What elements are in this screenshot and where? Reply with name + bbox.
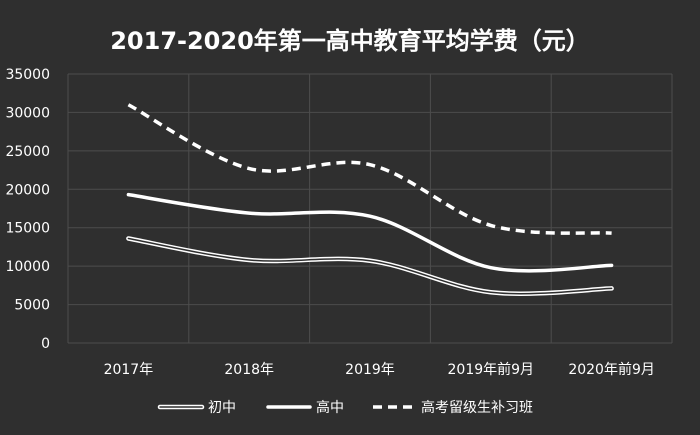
series-1-point-2 — [368, 214, 372, 218]
series-2-point-0 — [126, 103, 130, 107]
x-tick-label: 2020年前9月 — [568, 361, 655, 378]
legend: 初中 高中 高考留级生补习班 — [157, 399, 533, 416]
x-tick-label: 2018年 — [224, 362, 274, 378]
legend-label-2: 高考留级生补习班 — [421, 399, 533, 416]
series-2-point-3 — [489, 223, 493, 227]
series-1-point-3 — [489, 266, 493, 270]
series-0-point-4 — [610, 286, 614, 290]
y-tick-label: 15000 — [5, 221, 50, 237]
series-1-point-1 — [247, 211, 251, 215]
series-0-point-2 — [368, 259, 372, 263]
x-tick-label: 2019年前9月 — [448, 361, 535, 378]
series-0-point-3 — [489, 290, 493, 294]
series-line-0-inner — [127, 237, 613, 295]
gridlines — [67, 73, 673, 344]
series-0-point-0 — [126, 236, 130, 240]
series-lines — [126, 103, 614, 296]
series-line-2 — [127, 103, 612, 235]
y-tick-label: 25000 — [5, 144, 50, 160]
y-tick-label: 20000 — [5, 182, 50, 198]
series-2-point-1 — [247, 167, 251, 171]
series-line-1 — [126, 192, 614, 273]
chart-title: 2017-2020年第一高中教育平均学费（元） — [110, 27, 590, 55]
legend-label-1: 高中 — [316, 399, 344, 416]
legend-label-0: 初中 — [208, 399, 236, 416]
legend-item-2: 高考留级生补习班 — [373, 399, 533, 416]
series-1-point-0 — [126, 193, 130, 197]
y-axis: 0 5000 10000 15000 20000 25000 30000 35000 — [5, 67, 50, 352]
series-0-point-1 — [247, 258, 251, 262]
x-axis: 2017年 2018年 2019年 2019年前9月 2020年前9月 — [104, 361, 655, 378]
y-tick-label: 0 — [41, 336, 50, 352]
y-tick-label: 35000 — [5, 67, 50, 83]
series-2-point-4 — [610, 231, 614, 235]
y-tick-label: 5000 — [14, 298, 50, 314]
x-tick-label: 2019年 — [345, 362, 395, 378]
series-1 — [126, 192, 614, 273]
y-tick-label: 10000 — [5, 259, 50, 275]
series-0 — [126, 236, 614, 296]
series-2 — [126, 103, 614, 235]
series-1-point-4 — [610, 263, 614, 267]
series-2-point-2 — [368, 163, 372, 167]
x-tick-label: 2017年 — [104, 362, 154, 378]
legend-item-1: 高中 — [266, 399, 344, 416]
legend-item-0: 初中 — [157, 399, 236, 416]
y-tick-label: 30000 — [5, 105, 50, 121]
